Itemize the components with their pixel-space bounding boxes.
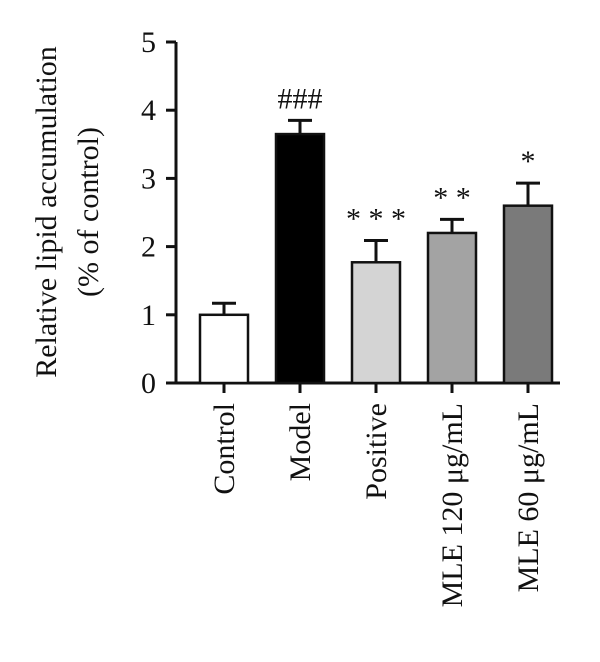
significance-label: * * [433,181,471,214]
y-axis-title: Relative lipid accumulation (% of contro… [30,46,105,378]
x-tick-label: Control [208,403,241,495]
bar [350,261,402,385]
bar [426,231,478,385]
bar [502,204,554,385]
y-tick-label: 3 [141,162,156,195]
x-tick-label: MLE 60 μg/mL [512,403,545,592]
significance-annotations: ### * * * * * * [278,82,536,235]
y-tick-label: 4 [141,94,156,127]
x-tick-label: Model [284,403,317,481]
bar [198,313,250,385]
significance-label: ### [278,82,323,115]
y-tick-label: 1 [141,299,156,332]
y-axis-title-line2: (% of control) [72,127,105,297]
error-bars [212,118,540,315]
significance-label: * [521,145,536,178]
x-tick-labels: Control Model Positive MLE 120 μg/mL MLE 60 … [208,403,545,607]
y-tick-label: 0 [141,367,156,400]
y-tick-label: 2 [141,231,156,264]
bar [274,132,326,385]
significance-label: * * * [346,202,406,235]
x-tick-label: MLE 120 μg/mL [436,403,469,607]
y-tick-label: 5 [141,26,156,59]
bars [198,132,554,385]
x-tick-label: Positive [360,403,393,500]
y-axis-title-line1: Relative lipid accumulation [30,46,63,378]
